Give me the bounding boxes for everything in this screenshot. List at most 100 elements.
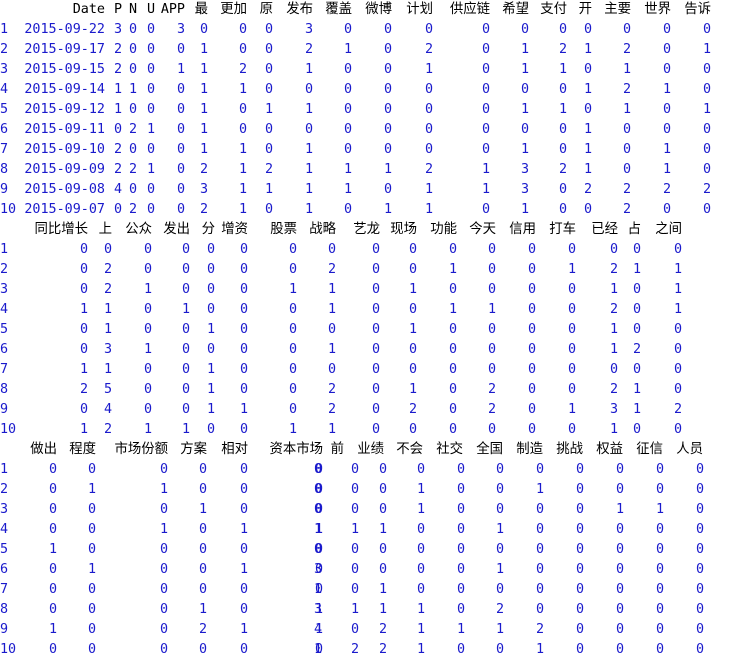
table-cell: 2 xyxy=(487,402,496,417)
table-cell: 0 xyxy=(378,482,387,497)
table-cell: 0 xyxy=(128,22,137,37)
table-cell: 1 xyxy=(314,522,323,537)
table-cell: 0 xyxy=(487,362,496,377)
column-header: 信用 xyxy=(509,222,536,237)
table-cell: 0 xyxy=(288,382,297,397)
table-cell: 0 xyxy=(615,542,624,557)
table-cell: 0 xyxy=(702,162,711,177)
row-index: 5 xyxy=(0,322,9,337)
table-cell: 0 xyxy=(558,22,567,37)
row-index: 3 xyxy=(0,282,9,297)
table-cell: 1 xyxy=(632,402,641,417)
table-cell: 0 xyxy=(159,462,168,477)
column-header: 不会 xyxy=(396,442,423,457)
table-cell: 0 xyxy=(632,282,641,297)
table-cell: 0 xyxy=(662,102,671,117)
table-cell: 2 xyxy=(378,642,387,657)
row-index: 10 xyxy=(0,202,17,217)
table-cell: 0 xyxy=(495,582,504,597)
table-cell: 2015-09-11 xyxy=(24,122,105,137)
table-cell: 1 xyxy=(146,122,155,137)
table-cell: 3 xyxy=(520,162,529,177)
table-cell: 2 xyxy=(558,42,567,57)
table-cell: 0 xyxy=(448,282,457,297)
table-cell: 0 xyxy=(343,102,352,117)
table-cell: 1 xyxy=(424,182,433,197)
table-cell: 0 xyxy=(378,542,387,557)
table-cell: 0 xyxy=(288,262,297,277)
table-cell: 0 xyxy=(655,482,664,497)
table-cell: 2 xyxy=(79,382,88,397)
table-cell: 1 xyxy=(327,342,336,357)
table-cell: 0 xyxy=(383,102,392,117)
column-header: 资本市场 xyxy=(269,442,323,457)
table-cell: 1 xyxy=(238,202,247,217)
table-cell: 2 xyxy=(350,642,359,657)
table-cell: 0 xyxy=(79,262,88,277)
table-cell: 0 xyxy=(314,482,323,497)
table-cell: 0 xyxy=(176,142,185,157)
table-cell: 0 xyxy=(383,122,392,137)
table-cell: 1 xyxy=(535,642,544,657)
table-cell: 0 xyxy=(527,382,536,397)
table-cell: 1 xyxy=(520,202,529,217)
table-cell: 0 xyxy=(198,642,207,657)
table-cell: 0 xyxy=(146,142,155,157)
table-cell: 0 xyxy=(304,82,313,97)
table-cell: 1 xyxy=(615,502,624,517)
table-cell: 0 xyxy=(79,402,88,417)
table-cell: 0 xyxy=(655,642,664,657)
table-cell: 0 xyxy=(662,202,671,217)
table-cell: 0 xyxy=(371,402,380,417)
table-cell: 0 xyxy=(239,422,248,437)
table-cell: 0 xyxy=(327,362,336,377)
table-cell: 2 xyxy=(128,122,137,137)
table-cell: 1 xyxy=(304,182,313,197)
table-cell: 0 xyxy=(48,562,57,577)
table-cell: 0 xyxy=(288,402,297,417)
row-index: 2 xyxy=(0,262,9,277)
row-index: 1 xyxy=(0,242,9,257)
table-cell: 0 xyxy=(264,82,273,97)
table-cell: 2 xyxy=(113,62,122,77)
column-header: 占 xyxy=(627,222,641,237)
table-cell: 1 xyxy=(239,622,248,637)
table-cell: 0 xyxy=(146,82,155,97)
table-cell: 2 xyxy=(327,402,336,417)
table-cell: 0 xyxy=(288,322,297,337)
table-cell: 1 xyxy=(199,62,208,77)
table-cell: 0 xyxy=(181,402,190,417)
column-header: 战略 xyxy=(309,222,336,237)
table-cell: 0 xyxy=(448,242,457,257)
table-cell: 0 xyxy=(146,42,155,57)
table-cell: 1 xyxy=(622,62,631,77)
table-cell: 1 xyxy=(128,82,137,97)
table-cell: 1 xyxy=(609,422,618,437)
table-cell: 0 xyxy=(622,122,631,137)
table-cell: 1 xyxy=(313,582,322,597)
column-header: 告诉 xyxy=(684,2,711,17)
table-cell: 0 xyxy=(146,182,155,197)
table-cell: 2 xyxy=(327,262,336,277)
table-cell: 0 xyxy=(567,382,576,397)
table-cell: 1 xyxy=(288,282,297,297)
table-cell: 1 xyxy=(408,382,417,397)
table-cell: 2 xyxy=(609,262,618,277)
table-cell: 1 xyxy=(673,302,682,317)
table-cell: 0 xyxy=(695,642,704,657)
table-cell: 0 xyxy=(288,362,297,377)
table-cell: 2 xyxy=(304,42,313,57)
table-cell: 2 xyxy=(495,602,504,617)
table-cell: 0 xyxy=(313,542,322,557)
table-cell: 1 xyxy=(609,322,618,337)
table-cell: 1 xyxy=(304,102,313,117)
table-cell: 0 xyxy=(527,402,536,417)
column-header: 今天 xyxy=(469,222,496,237)
table-cell: 2 xyxy=(424,162,433,177)
table-cell: 3 xyxy=(304,22,313,37)
column-header: 原 xyxy=(259,2,273,17)
table-cell: 1 xyxy=(264,102,273,117)
table-cell: 1 xyxy=(87,482,96,497)
row-index: 3 xyxy=(0,502,9,517)
column-header: 最 xyxy=(194,2,208,17)
